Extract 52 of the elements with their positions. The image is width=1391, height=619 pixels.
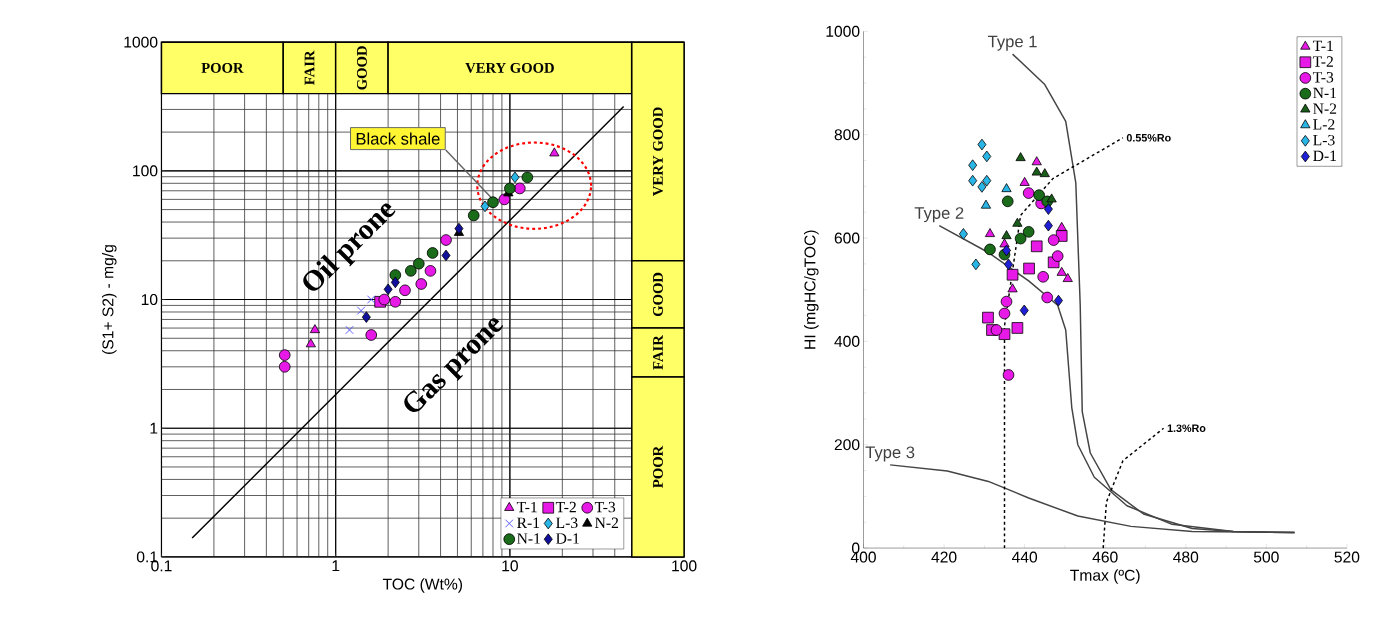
series-label: Type 3 [865,446,915,462]
x-axis-title: Tmax (ºC) [1070,569,1140,585]
y-tick-label: 1000 [124,36,158,48]
legend-label: L-3 [1313,135,1335,146]
y-tick-label: 400 [834,336,860,348]
x-tick-label: 10 [502,560,518,572]
x-tick-label: 420 [931,551,957,563]
x-tick-label: 480 [1173,551,1199,563]
y-tick-label: 200 [834,439,860,451]
legend-label: D-1 [556,533,579,544]
y-tick-label: 800 [834,129,860,141]
legend-label: T-3 [594,502,616,513]
y-axis-title: HI (mgHC/gTOC) [804,230,819,349]
legend-label: T-2 [1312,56,1333,67]
legend-label: T-1 [516,502,537,513]
y-tick-label: 10 [141,294,158,306]
legend-label: T-3 [1312,72,1334,83]
legend-label: L-3 [556,517,578,529]
annotation: Black shale [356,132,440,145]
legend-label: D-1 [1313,150,1337,162]
legend-label: N-1 [517,533,540,544]
y-axis-title: (S1+ S2) - mg/g [101,245,117,355]
y-tick-label: 1 [150,422,158,434]
x-axis-title: TOC (Wt%) [382,578,463,593]
band-label: POOR [201,63,244,73]
x-tick-label: 500 [1253,551,1279,563]
legend-label: T-1 [1312,40,1333,52]
series-label: 1.3%Ro [1167,424,1206,433]
x-tick-label: 100 [672,560,697,572]
band-label: FAIR [304,50,315,86]
x-tick-label: 520 [1334,551,1360,563]
band-label: VERY GOOD [652,107,663,197]
y-tick-label: 100 [133,165,158,177]
legend-label: N-2 [595,517,619,529]
band-label: FAIR [653,335,663,370]
band-label: VERY GOOD [465,63,554,73]
y-tick-label: 1000 [826,25,860,38]
x-tick-label: 440 [1011,551,1038,563]
legend-label: L-2 [1313,119,1335,130]
series-label: Type 2 [914,207,964,223]
band-label: POOR [653,445,663,489]
band-label: GOOD [653,272,663,317]
x-tick-label: 460 [1092,551,1118,563]
legend-label: R-1 [517,517,540,529]
legend-label: N-2 [1313,103,1337,114]
x-tick-label: 1 [332,560,340,572]
series-label: 0.55%Ro [1126,134,1171,142]
y-tick-label: 600 [834,232,860,244]
series-label: Type 1 [988,35,1037,51]
legend-label: T-2 [555,502,576,513]
legend-label: N-1 [1313,87,1337,99]
band-label: GOOD [356,46,367,90]
